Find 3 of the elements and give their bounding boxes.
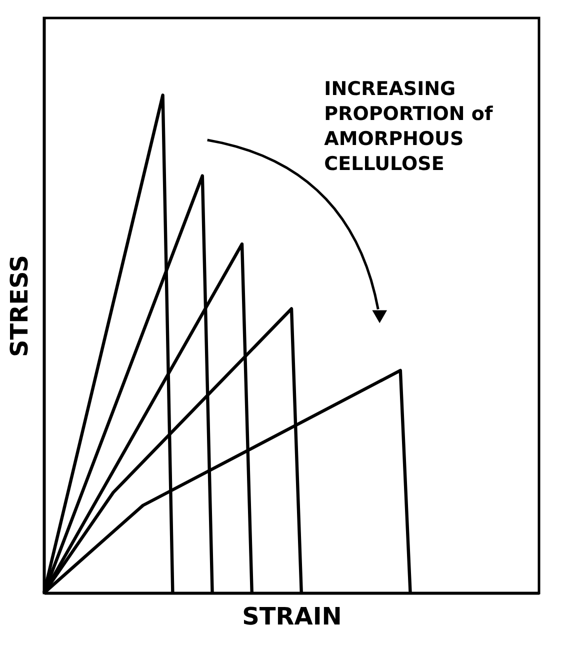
x-axis-title: STRAIN: [242, 602, 342, 630]
y-axis-title: STRESS: [6, 254, 34, 358]
annotation: INCREASING PROPORTION of AMORPHOUS CELLULOSE: [324, 78, 494, 176]
